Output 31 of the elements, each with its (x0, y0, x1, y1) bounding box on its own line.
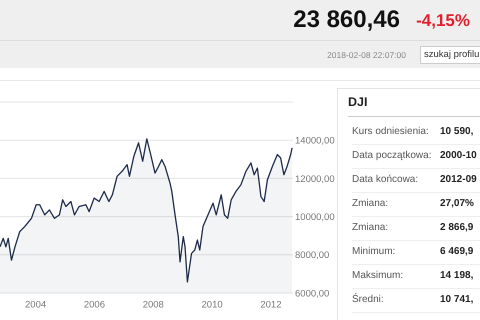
text: Zmiana: (352, 222, 388, 233)
text: 10 590, (440, 126, 474, 137)
text: -4,15% (416, 11, 470, 31)
text: 2012-09 (440, 174, 477, 185)
text: Data końcowa: (352, 174, 418, 185)
y-tick-label: 14000,00 (295, 136, 335, 147)
text: Zmiana: (352, 198, 388, 209)
x-tick-label: 2012 (260, 300, 282, 311)
x-tick-label: 2010 (202, 300, 223, 311)
text: 2000-10 (440, 150, 477, 161)
x-tick-label: 2008 (142, 300, 164, 311)
y-tick-label: 12000,00 (295, 174, 335, 185)
text: 6 469,9 (440, 246, 474, 257)
y-tick-label: 10000,00 (295, 212, 335, 223)
x-tick-label: 2004 (25, 300, 46, 311)
text: 14 198, (440, 270, 474, 281)
text: Minimum: (352, 246, 396, 257)
y-tick-label: 8000,00 (295, 250, 330, 262)
y-tick-label: 6000,00 (295, 288, 330, 300)
text: Maksimum: (352, 270, 404, 281)
text: DJI (348, 95, 368, 109)
text: 27,07% (440, 198, 474, 209)
text: 2 866,9 (440, 222, 474, 233)
search-field: szukaj profilu (420, 46, 480, 64)
x-tick-label: 2006 (84, 300, 105, 311)
text: 10 741, (440, 294, 474, 305)
text: Średni: (352, 294, 384, 305)
text: Kurs odniesienia: (352, 126, 429, 137)
text: Data początkowa: (352, 150, 432, 161)
text: 2018-02-08 22:07:00 (327, 50, 406, 60)
text: 23 860,46 (293, 6, 400, 34)
